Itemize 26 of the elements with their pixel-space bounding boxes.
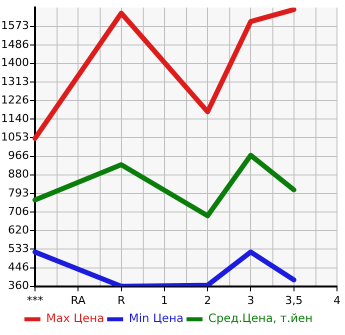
y-tick-label: 533 [8, 242, 29, 256]
x-tick-label: 2 [204, 294, 212, 307]
y-tick-label: 966 [8, 149, 29, 162]
x-tick-label: *** [26, 294, 44, 307]
y-tick-label: 1140 [0, 112, 29, 125]
x-tick-label: 3 [247, 294, 254, 307]
y-tick-label: 1400 [0, 56, 29, 70]
x-tick-label: 1 [160, 294, 168, 307]
legend-label: Max Цена [46, 311, 104, 326]
y-tick-label: 1226 [0, 94, 29, 106]
x-tick-label: RA [70, 294, 86, 307]
y-tick-label: 1313 [0, 74, 29, 88]
x-tick-label: 4 [334, 294, 340, 307]
y-tick-label: 1486 [0, 38, 29, 51]
y-tick-label: 1053 [0, 130, 29, 144]
x-tick-label: 3,5 [285, 294, 303, 307]
y-tick-label: 620 [8, 223, 29, 236]
y-tick-label: 360 [8, 279, 29, 292]
x-tick-label: R [117, 294, 126, 307]
y-tick-label: 793 [8, 186, 29, 200]
y-tick-label: 446 [8, 260, 29, 274]
legend-label: Сред.Цена, т.йен [208, 311, 313, 326]
y-tick-label: 706 [8, 204, 29, 218]
legend-label: Min Цена [128, 311, 184, 326]
y-tick-label: 880 [8, 168, 29, 181]
y-tick-label: 1573 [0, 19, 29, 32]
